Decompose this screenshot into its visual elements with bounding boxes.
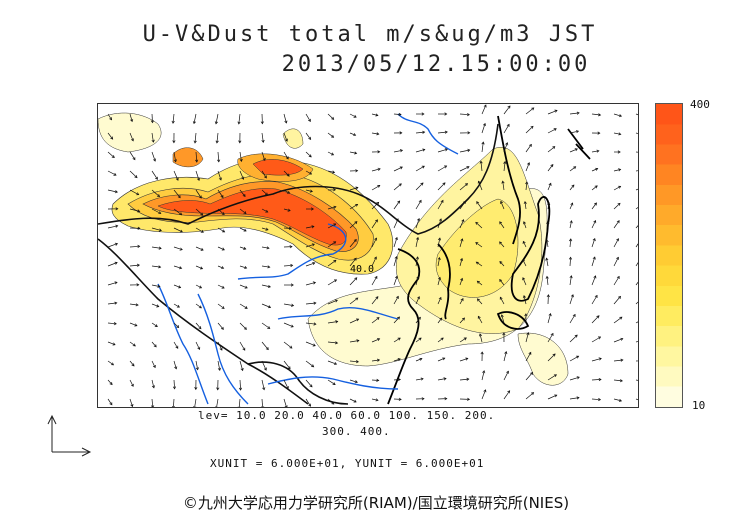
dust-map: 40.0	[97, 103, 639, 408]
reference-vector-icon	[47, 414, 92, 457]
colorbar-min-label: 10	[692, 399, 706, 412]
contour-levels-cont: 300. 400.	[322, 425, 391, 438]
copyright-credit: ©九州大学応用力学研究所(RIAM)/国立環境研究所(NIES)	[182, 494, 570, 512]
wind-vectors	[107, 104, 638, 407]
unit-scale: XUNIT = 6.000E+01, YUNIT = 6.000E+01	[210, 457, 485, 470]
chart-timestamp: 2013/05/12.15:00:00	[281, 52, 591, 77]
contour-levels: lev= 10.0 20.0 40.0 60.0 100. 150. 200.	[198, 409, 496, 422]
chart-title: U-V&Dust total m/s&ug/m3 JST	[142, 22, 598, 47]
contour-label: 40.0	[350, 264, 374, 275]
colorbar	[655, 103, 683, 408]
rivers	[157, 113, 459, 405]
colorbar-max-label: 400	[690, 98, 710, 111]
dust-plume	[98, 112, 569, 386]
map-canvas: 40.0	[98, 104, 638, 407]
